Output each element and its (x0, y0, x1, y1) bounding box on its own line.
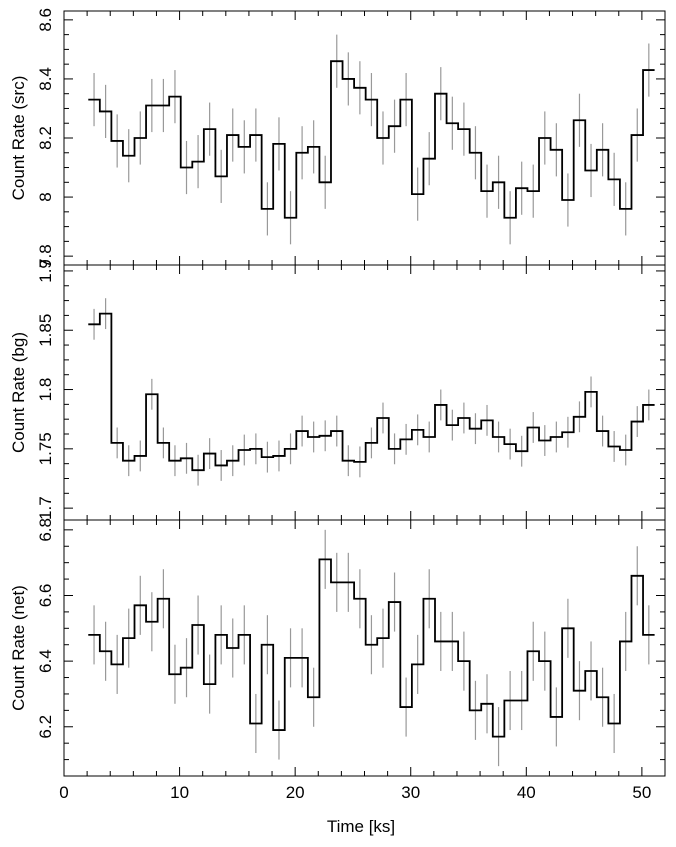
y-tick-label: 6.6 (36, 584, 55, 608)
y-tick-label: 1.85 (36, 314, 55, 347)
y-tick-label: 6.2 (36, 715, 55, 739)
y-tick-label: 8.6 (36, 8, 55, 32)
plot-frame (63, 519, 666, 777)
light-curve-step-line (88, 558, 655, 738)
x-tick-label: 10 (170, 783, 189, 802)
x-tick-label: 50 (632, 783, 651, 802)
y-axis-label: Count Rate (bg) (9, 332, 28, 453)
x-tick-label: 0 (59, 783, 68, 802)
panel-src: 7.8 8 8.2 8.4 8.6 Count Rate (src) (9, 8, 666, 268)
y-tick-label: 8.4 (36, 67, 55, 91)
y-axis-label: Count Rate (src) (9, 76, 28, 201)
light-curve-step-line (88, 60, 655, 219)
y-tick-label: 1.8 (36, 378, 55, 402)
y-axis-label: Count Rate (net) (9, 585, 28, 711)
y-tick-label: 6.4 (36, 649, 55, 673)
y-tick-label: 6.8 (36, 518, 55, 542)
panel-net: 6.2 6.4 6.6 6.8 Count Rate (net) 0 10 20 30 40 50 (9, 518, 666, 802)
x-tick-label: 30 (401, 783, 420, 802)
y-tick-label: 1.7 (36, 496, 55, 520)
panel-bg: 1.7 1.75 1.8 1.85 1.9 Count Rate (bg) (9, 259, 666, 521)
y-tick-label: 7.8 (36, 244, 55, 268)
plot-frame (63, 264, 666, 521)
x-axis-label: Time [ks] (327, 817, 395, 836)
y-tick-label: 8 (36, 192, 55, 201)
light-curve-step-line (88, 312, 655, 472)
x-tick-label: 20 (286, 783, 305, 802)
plot-frame (63, 10, 666, 266)
y-tick-label: 8.2 (36, 126, 55, 150)
y-tick-label: 1.9 (36, 259, 55, 283)
y-tick-label: 1.75 (36, 432, 55, 465)
x-tick-label: 40 (517, 783, 536, 802)
